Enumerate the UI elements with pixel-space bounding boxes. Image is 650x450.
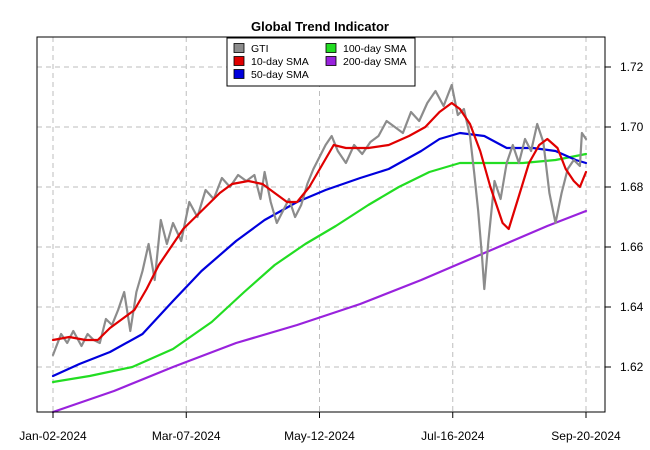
y-axis: 1.62 1.64 1.66 1.68 1.70 1.72 [605,60,644,374]
y-tick-label: 1.64 [620,300,644,314]
x-tick-label: May-12-2024 [284,429,355,443]
series-layer [51,83,588,414]
y-tick-label: 1.68 [620,180,644,194]
series-line-100-day-sma [51,152,588,384]
legend-label: 100-day SMA [343,43,407,55]
y-tick-label: 1.62 [620,360,644,374]
chart-title: Global Trend Indicator [251,19,389,34]
legend-swatch [325,43,337,53]
y-tick-label: 1.72 [620,60,644,74]
series-line-50-day-sma [51,131,588,378]
legend-label: 50-day SMA [251,69,309,81]
legend-label: 10-day SMA [251,56,309,68]
series-line-200-day-sma [51,209,588,414]
legend-swatch [233,56,245,66]
x-tick-label: Jan-02-2024 [19,429,87,443]
legend-swatch [233,43,245,53]
x-tick-label: Mar-07-2024 [152,429,221,443]
legend-swatch [325,56,337,66]
x-tick-label: Jul-16-2024 [421,429,485,443]
series-line-gti [51,83,588,357]
plot-border [36,36,606,413]
legend-label: 200-day SMA [343,56,407,68]
x-axis: Jan-02-2024 Mar-07-2024 May-12-2024 Jul-16-… [19,412,621,443]
x-tick-label: Sep-20-2024 [551,429,621,443]
series-line-10-day-sma [51,101,588,342]
grid-lines [37,37,605,412]
legend-box [226,37,416,87]
legend-swatch [233,69,245,79]
y-tick-label: 1.66 [620,240,644,254]
legend-label: GTI [251,43,269,55]
y-tick-label: 1.70 [620,120,644,134]
